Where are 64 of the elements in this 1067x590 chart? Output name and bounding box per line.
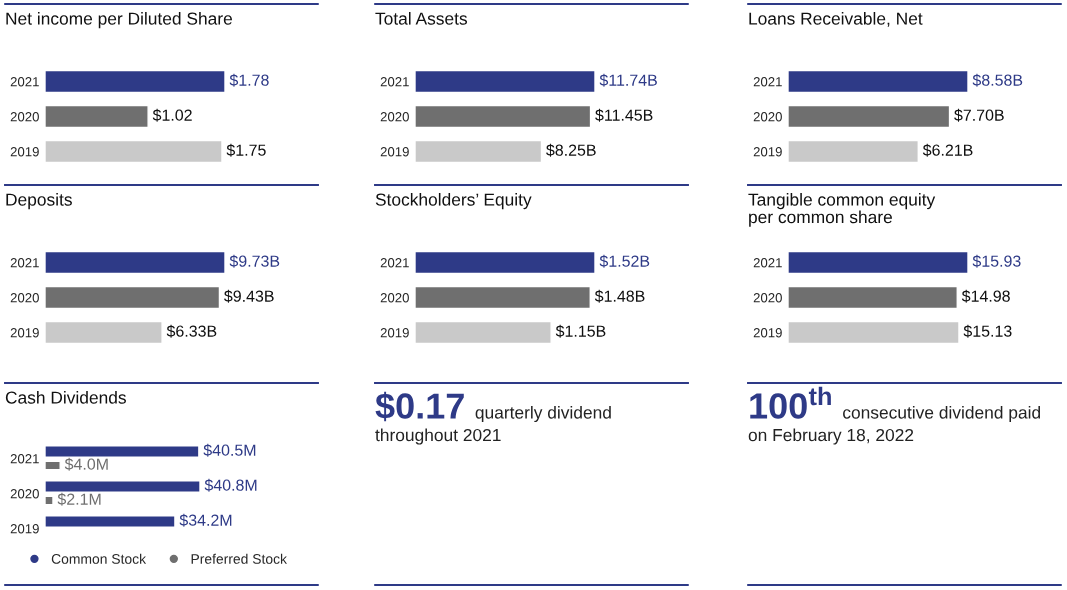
- data-label: $7.70B: [954, 108, 1004, 122]
- data-label: $34.2M: [179, 513, 232, 527]
- data-label: $9.43B: [224, 289, 274, 303]
- data-label: $1.02: [152, 108, 192, 122]
- bar: [45, 460, 61, 471]
- text: consecutive dividend paid: [843, 405, 1041, 423]
- chart-title: Stockholders’ Equity: [375, 193, 532, 210]
- legend-label: Preferred Stock: [191, 553, 287, 564]
- y-tick-label: 2021: [10, 454, 39, 464]
- data-label: $15.13: [963, 324, 1012, 338]
- data-label: $8.58B: [972, 73, 1023, 87]
- data-label: $2.1M: [57, 492, 101, 506]
- data-label: $1.75: [226, 143, 266, 157]
- y-tick-label: 2020: [753, 293, 782, 303]
- text: quarterly dividend: [475, 405, 611, 423]
- chart-title: Tangible common equity per common share: [748, 193, 936, 227]
- bar: [45, 495, 54, 506]
- text: throughout 2021: [375, 428, 501, 445]
- data-label: $11.74B: [599, 73, 657, 87]
- data-label: $1.15B: [555, 324, 606, 338]
- text: on February 18, 2022: [748, 428, 914, 445]
- bar: [45, 515, 176, 528]
- text: 100$^{th}$: [750, 386, 831, 419]
- data-label: $9.73B: [229, 254, 280, 268]
- bar: [45, 480, 201, 493]
- y-tick-label: 2021: [10, 77, 39, 87]
- chart-title: Loans Receivable, Net: [749, 12, 923, 27]
- y-tick-label: 2021: [380, 77, 409, 87]
- chart-title: Total Assets: [375, 12, 468, 25]
- y-tick-label: 2020: [380, 293, 409, 303]
- data-label: $14.98: [961, 289, 1010, 303]
- y-tick-label: 2020: [753, 112, 782, 122]
- data-label: $6.21B: [922, 143, 973, 157]
- chart-title: Deposits: [6, 193, 72, 210]
- chart-title: Net income per Diluted Share: [6, 12, 232, 29]
- y-tick-label: 2021: [380, 258, 409, 268]
- data-label: $1.48B: [594, 289, 645, 303]
- y-tick-label: 2021: [753, 77, 782, 87]
- y-tick-label: 2019: [10, 147, 39, 157]
- text: $0.17: [375, 391, 464, 422]
- y-tick-label: 2020: [380, 112, 409, 122]
- y-tick-label: 2019: [10, 328, 39, 338]
- chart-title: Cash Dividends: [5, 391, 126, 404]
- data-label: $6.33B: [166, 324, 217, 338]
- y-tick-label: 2019: [380, 328, 409, 338]
- y-tick-label: 2020: [10, 293, 39, 303]
- y-tick-label: 2019: [753, 147, 782, 157]
- y-tick-label: 2020: [10, 489, 39, 499]
- y-tick-label: 2019: [753, 328, 782, 338]
- legend-label: Common Stock: [51, 553, 147, 564]
- y-tick-label: 2020: [10, 112, 39, 122]
- data-label: $40.8M: [204, 478, 257, 492]
- data-label: $1.78: [229, 73, 269, 87]
- data-label: $15.93: [972, 254, 1021, 268]
- y-tick-label: 2019: [10, 524, 39, 534]
- y-tick-label: 2021: [753, 258, 782, 268]
- y-tick-label: 2019: [380, 147, 409, 157]
- data-label: $40.5M: [203, 443, 256, 457]
- data-label: $1.52B: [599, 254, 650, 268]
- y-tick-label: 2021: [10, 258, 39, 268]
- data-label: $11.45B: [595, 108, 653, 122]
- data-label: $8.25B: [546, 143, 596, 157]
- data-label: $4.0M: [64, 457, 108, 471]
- bar: [45, 445, 200, 458]
